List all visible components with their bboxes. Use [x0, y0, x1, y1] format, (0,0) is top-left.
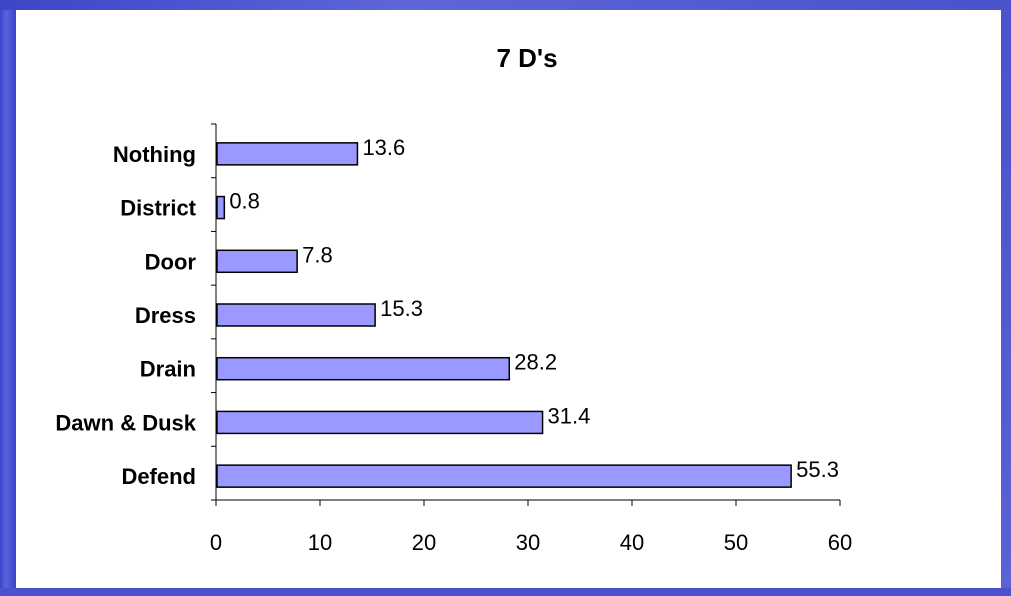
x-tick-label: 0 — [210, 530, 222, 555]
bar — [216, 195, 226, 220]
category-label: Nothing — [113, 142, 196, 167]
category-label: Dress — [135, 303, 196, 328]
slide-bottom-border — [0, 588, 1011, 596]
category-label: Dawn & Dusk — [55, 410, 196, 435]
x-tick-label: 60 — [828, 530, 852, 555]
data-label: 0.8 — [229, 189, 260, 214]
x-tick-label: 20 — [412, 530, 436, 555]
axis-layer: 0 10 20 30 40 50 60 — [210, 123, 852, 555]
slide-top-border — [0, 0, 1011, 10]
data-label: 7.8 — [302, 242, 333, 267]
data-label: 13.6 — [362, 135, 405, 160]
bar — [216, 142, 359, 166]
data-label: 31.4 — [548, 403, 591, 428]
bar — [216, 303, 376, 327]
chart-title: 7 D's — [496, 43, 557, 73]
x-tick-label: 10 — [308, 530, 332, 555]
x-tick-label: 40 — [620, 530, 644, 555]
data-label: 28.2 — [514, 350, 557, 375]
data-label: 55.3 — [796, 457, 839, 482]
bars-layer: Nothing 13.6 District 0.8 Door 7.8 Dress 15.3 Dr… — [55, 135, 839, 489]
bar — [216, 356, 511, 381]
category-label: Door — [145, 249, 197, 274]
slide-right-border — [1001, 0, 1011, 596]
bar — [216, 249, 298, 274]
bar — [216, 410, 544, 435]
x-tick-label: 30 — [516, 530, 540, 555]
category-label: Drain — [140, 357, 196, 382]
data-label: 15.3 — [380, 296, 423, 321]
category-label: Defend — [121, 464, 196, 489]
chart-area — [16, 10, 1001, 588]
x-tick-label: 50 — [724, 530, 748, 555]
bar — [216, 464, 792, 488]
category-label: District — [120, 196, 196, 221]
